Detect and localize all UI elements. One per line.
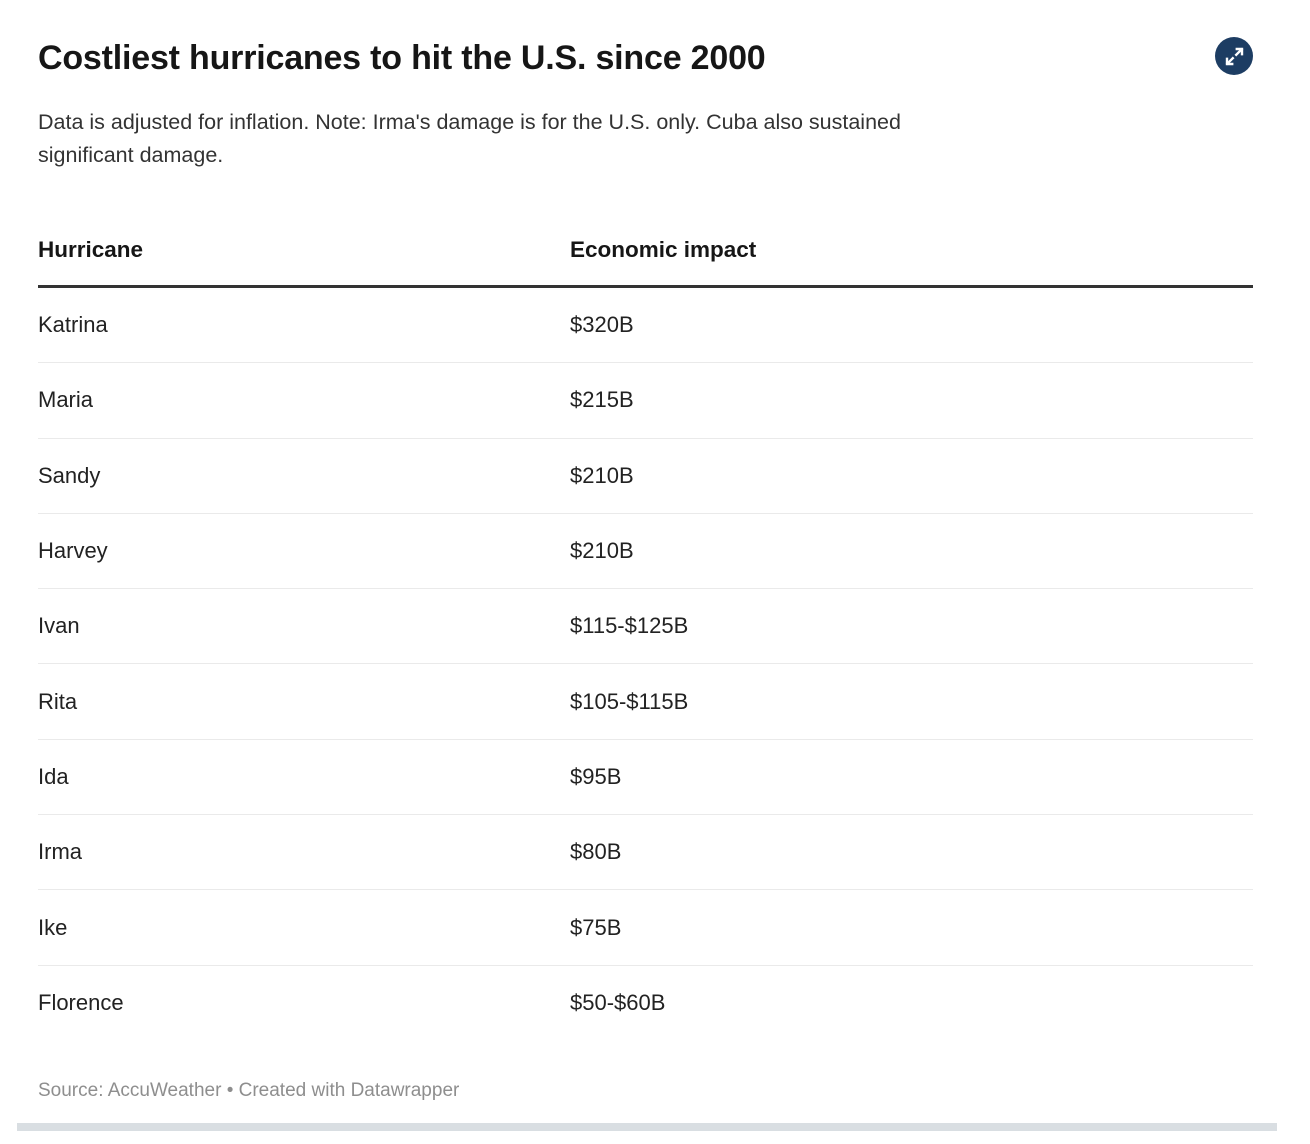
impact-value-cell: $210B bbox=[570, 462, 634, 488]
chart-description: Data is adjusted for inflation. Note: Ir… bbox=[38, 106, 1253, 172]
column-header-economic-impact: Economic impact bbox=[570, 237, 757, 262]
datawrapper-table-embed: Costliest hurricanes to hit the U.S. sin… bbox=[38, 37, 1253, 1101]
table-row: Katrina $320B bbox=[38, 288, 1253, 364]
hurricane-name-cell: Florence bbox=[38, 990, 124, 1016]
hurricane-name-cell: Katrina bbox=[38, 312, 108, 338]
table-row: Harvey $210B bbox=[38, 514, 1253, 590]
impact-value-cell: $80B bbox=[570, 839, 622, 865]
source-attribution: Source: AccuWeather • Created with Dataw… bbox=[38, 1079, 460, 1101]
impact-value-cell: $75B bbox=[570, 914, 622, 940]
table-row: Irma $80B bbox=[38, 815, 1253, 891]
hurricane-name-cell: Maria bbox=[38, 387, 94, 413]
chart-title: Costliest hurricanes to hit the U.S. sin… bbox=[38, 39, 766, 77]
expand-arrows-icon bbox=[1224, 46, 1245, 67]
table-row: Ida $95B bbox=[38, 740, 1253, 816]
hurricane-name-cell: Harvey bbox=[38, 538, 108, 564]
description-line-1: Data is adjusted for inflation. Note: Ir… bbox=[38, 110, 901, 134]
hurricane-name-cell: Ivan bbox=[38, 613, 80, 639]
table-row: Ike $75B bbox=[38, 890, 1253, 966]
table-row: Florence $50-$60B bbox=[38, 966, 1253, 1041]
expand-button[interactable] bbox=[1215, 37, 1253, 75]
impact-value-cell: $105-$115B bbox=[570, 688, 689, 714]
impact-value-cell: $50-$60B bbox=[570, 990, 666, 1016]
bottom-bar bbox=[17, 1123, 1277, 1131]
impact-value-cell: $215B bbox=[570, 387, 634, 413]
hurricane-name-cell: Irma bbox=[38, 839, 82, 865]
hurricane-table: Hurricane Economic impact Katrina $320B … bbox=[38, 237, 1253, 1041]
hurricane-name-cell: Sandy bbox=[38, 462, 101, 488]
hurricane-name-cell: Ike bbox=[38, 914, 68, 940]
impact-value-cell: $320B bbox=[570, 312, 634, 338]
table-row: Sandy $210B bbox=[38, 439, 1253, 514]
table-body: Katrina $320B Maria $215B Sandy $210B Ha… bbox=[38, 288, 1253, 1041]
title-row: Costliest hurricanes to hit the U.S. sin… bbox=[38, 37, 1253, 78]
hurricane-name-cell: Ida bbox=[38, 763, 69, 789]
impact-value-cell: $115-$125B bbox=[570, 613, 689, 639]
hurricane-name-cell: Rita bbox=[38, 688, 78, 714]
column-header-hurricane: Hurricane bbox=[38, 237, 144, 262]
impact-value-cell: $210B bbox=[570, 538, 634, 564]
table-row: Ivan $115-$125B bbox=[38, 589, 1253, 665]
table-row: Rita $105-$115B bbox=[38, 664, 1253, 740]
description-line-2: significant damage. bbox=[38, 143, 224, 167]
table-row: Maria $215B bbox=[38, 363, 1253, 439]
impact-value-cell: $95B bbox=[570, 763, 622, 789]
table-header-row: Hurricane Economic impact bbox=[38, 237, 1253, 288]
